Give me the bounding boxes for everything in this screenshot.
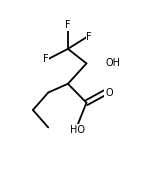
Text: OH: OH <box>105 58 120 68</box>
Text: F: F <box>65 20 71 30</box>
Text: F: F <box>86 32 92 42</box>
Text: F: F <box>43 54 48 64</box>
Text: O: O <box>105 88 113 98</box>
Text: HO: HO <box>70 125 85 135</box>
